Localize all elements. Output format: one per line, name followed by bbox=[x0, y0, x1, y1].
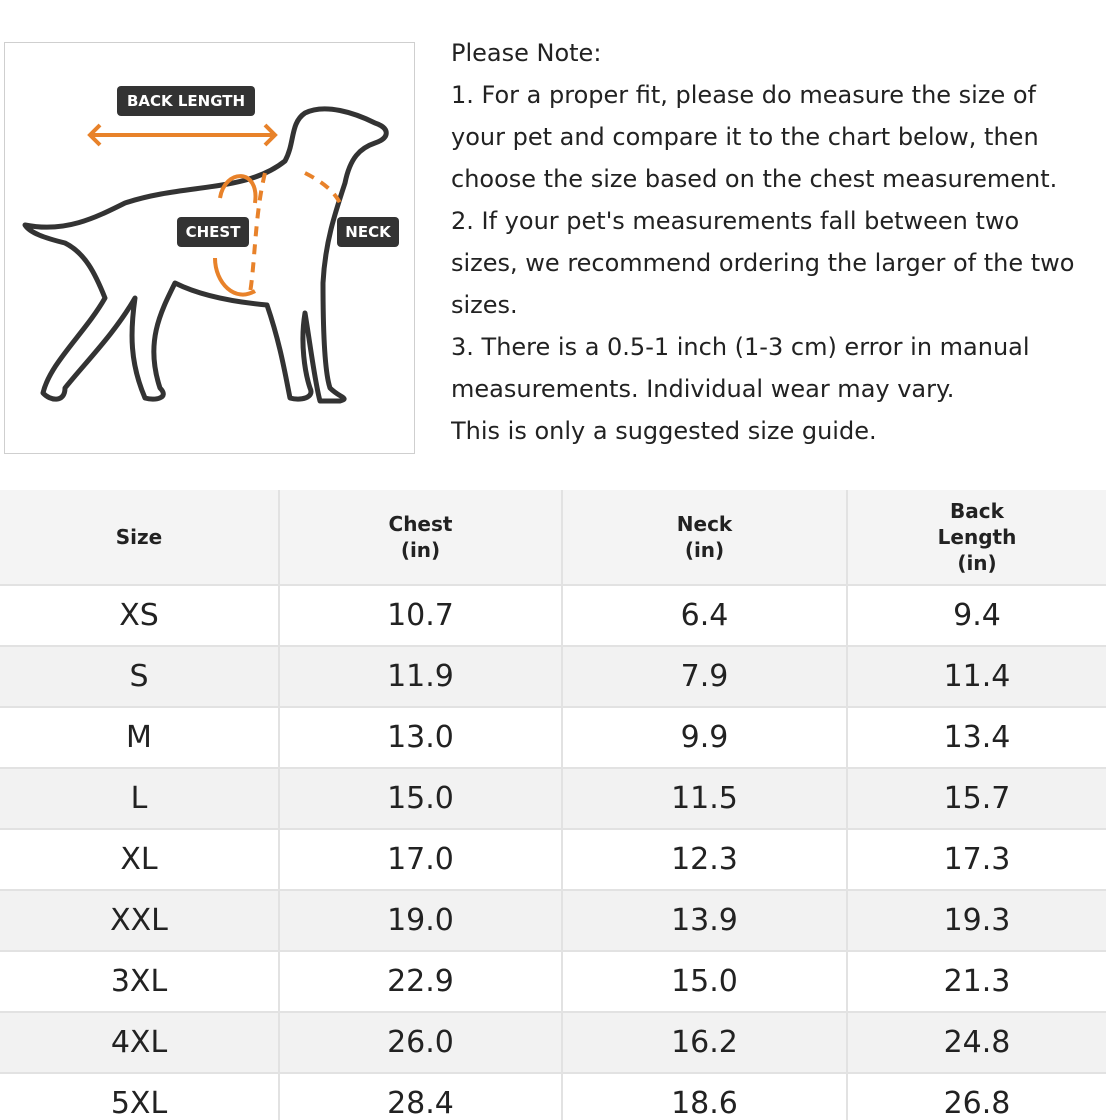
table-cell: 10.7 bbox=[280, 586, 563, 645]
dog-diagram: BACK LENGTH CHEST NECK bbox=[4, 42, 415, 454]
note-line: 1. For a proper fit, please do measure t… bbox=[451, 81, 1036, 109]
table-row: 3XL 22.9 15.0 21.3 bbox=[0, 952, 1106, 1013]
table-cell: L bbox=[0, 769, 280, 828]
table-cell: 12.3 bbox=[563, 830, 848, 889]
note: Please Note: 1. For a proper fit, please … bbox=[451, 32, 1106, 452]
table-cell: 5XL bbox=[0, 1074, 280, 1120]
table-cell: 21.3 bbox=[943, 964, 1011, 999]
table-row: XXL 19.0 13.9 19.3 bbox=[0, 891, 1106, 952]
table-cell: S bbox=[0, 647, 280, 706]
note-line: choose the size based on the chest measu… bbox=[451, 165, 1058, 193]
table-cell: 19.3 bbox=[943, 903, 1011, 938]
table-cell: 24.8 bbox=[943, 1025, 1011, 1060]
header-cell: Back Length (in) bbox=[848, 490, 1106, 584]
table-cell: 26.8 bbox=[943, 1086, 1011, 1120]
table-cell: 9.9 bbox=[563, 708, 848, 767]
table-cell: XS bbox=[0, 586, 280, 645]
table-row: XL 17.0 12.3 17.3 bbox=[0, 830, 1106, 891]
table-cell: XXL bbox=[0, 891, 280, 950]
table-cell: 17.3 bbox=[943, 842, 1011, 877]
header-text: (in) bbox=[684, 538, 725, 562]
table-cell: 6.4 bbox=[563, 586, 848, 645]
table-cell: 9.4 bbox=[953, 598, 1001, 633]
table-cell: 15.7 bbox=[943, 781, 1011, 816]
table-row: L 15.0 11.5 15.7 bbox=[0, 769, 1106, 830]
note-line: Please Note: bbox=[451, 39, 602, 67]
header-cell: Chest (in) bbox=[280, 490, 563, 584]
table-cell: XL bbox=[0, 830, 280, 889]
header-text: Size bbox=[115, 525, 163, 549]
table-cell: 15.0 bbox=[280, 769, 563, 828]
table-cell: 26.0 bbox=[280, 1013, 563, 1072]
label-chest: CHEST bbox=[186, 223, 242, 241]
table-row: 4XL 26.0 16.2 24.8 bbox=[0, 1013, 1106, 1074]
note-line: your pet and compare it to the chart bel… bbox=[451, 123, 1039, 151]
table-cell: 4XL bbox=[0, 1013, 280, 1072]
header-text: (in) bbox=[957, 551, 997, 575]
table-cell: 11.4 bbox=[943, 659, 1011, 694]
note-line: sizes. bbox=[451, 291, 518, 319]
table-cell: 22.9 bbox=[280, 952, 563, 1011]
table-cell: 28.4 bbox=[280, 1074, 563, 1120]
table-cell: 7.9 bbox=[563, 647, 848, 706]
note-line: 2. If your pet's measurements fall betwe… bbox=[451, 207, 1020, 235]
label-back-length: BACK LENGTH bbox=[127, 92, 245, 110]
header-text: Chest bbox=[388, 512, 453, 536]
table-cell: 13.4 bbox=[943, 720, 1011, 755]
table-cell: 15.0 bbox=[563, 952, 848, 1011]
table-cell: M bbox=[0, 708, 280, 767]
header-cell: Size bbox=[0, 490, 280, 584]
table-row: S 11.9 7.9 11.4 bbox=[0, 647, 1106, 708]
table-row: 5XL 28.4 18.6 26.8 bbox=[0, 1074, 1106, 1120]
label-neck: NECK bbox=[345, 223, 392, 241]
note-line: This is only a suggested size guide. bbox=[451, 417, 877, 445]
table-cell: 17.0 bbox=[280, 830, 563, 889]
header-row: Size Chest (in) Neck (in) Back Length (in) bbox=[0, 490, 1106, 586]
table-cell: 16.2 bbox=[563, 1013, 848, 1072]
table-cell: 3XL bbox=[0, 952, 280, 1011]
header-text: Length bbox=[937, 525, 1017, 549]
table-row: M 13.0 9.9 13.4 bbox=[0, 708, 1106, 769]
header-text: (in) bbox=[400, 538, 441, 562]
note-line: 3. There is a 0.5-1 inch (1-3 cm) error … bbox=[451, 333, 1030, 361]
header-text: Back bbox=[950, 499, 1004, 523]
table-cell: 11.9 bbox=[280, 647, 563, 706]
table-cell: 13.9 bbox=[563, 891, 848, 950]
table-cell: 11.5 bbox=[563, 769, 848, 828]
header-cell: Neck (in) bbox=[563, 490, 848, 584]
table-row: XS 10.7 6.4 9.4 bbox=[0, 586, 1106, 647]
header-text: Neck bbox=[676, 512, 733, 536]
table-cell: 18.6 bbox=[563, 1074, 848, 1120]
note-line: sizes, we recommend ordering the larger … bbox=[451, 249, 1075, 277]
size-table: Size Chest (in) Neck (in) Back Length (in) XS 10.… bbox=[0, 490, 1106, 1120]
dog-illustration: BACK LENGTH CHEST NECK bbox=[22, 86, 399, 404]
note-line: measurements. Individual wear may vary. bbox=[451, 375, 955, 403]
table-cell: 13.0 bbox=[280, 708, 563, 767]
table-cell: 19.0 bbox=[280, 891, 563, 950]
